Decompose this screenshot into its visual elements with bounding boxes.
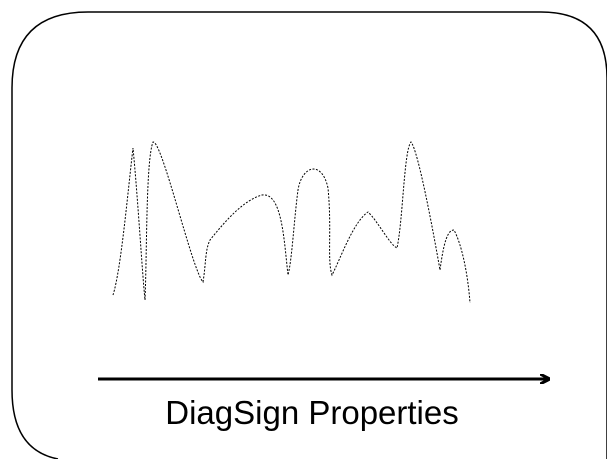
signal-curve: [112, 141, 471, 304]
rounded-frame: [11, 11, 607, 459]
axis-label: DiagSign Properties: [165, 394, 459, 431]
